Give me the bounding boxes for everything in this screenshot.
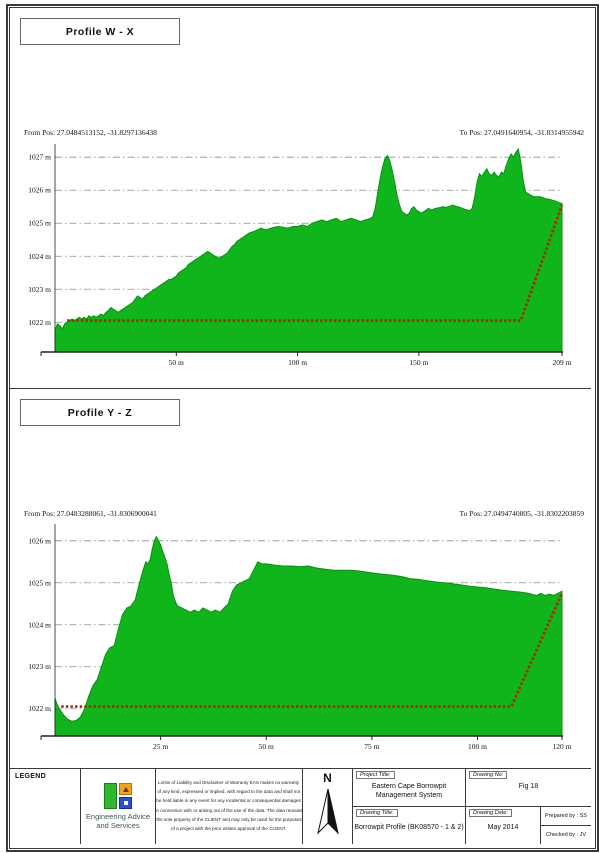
base-reference-line bbox=[67, 204, 564, 322]
north-arrow-cell: N bbox=[303, 769, 353, 844]
profile-wx-from-pos: From Pos: 27.0484513152, -31.8297136438 bbox=[24, 128, 157, 137]
ground-surface-area bbox=[54, 147, 563, 353]
profile-wx-to-pos: To Pos: 27.0491640954, -31.8314955942 bbox=[459, 128, 584, 137]
profile-wx-titlebox: Profile W - X bbox=[20, 18, 180, 45]
logo-green-block bbox=[104, 783, 117, 809]
project-title-value: Eastern Cape Borrowpit Management System bbox=[353, 783, 465, 800]
profile-yz-chart: 1026 m 1025 m 1024 m 1023 m 1022 m 25 m 50 m 75… bbox=[28, 524, 572, 751]
profile-wx-chart: 1027 m 1026 m 1025 m 1024 m 1023 m 1022 m 50 m… bbox=[28, 144, 572, 367]
drawing-no-row: Drawing No: Fig 18 bbox=[466, 769, 591, 807]
checked-by: Checked by : JV bbox=[545, 832, 587, 838]
profile-yz-from-pos: From Pos: 27.0483288061, -31.8306900041 bbox=[24, 509, 157, 518]
disclaimer-line-2: of any kind, expressed or implied, with … bbox=[157, 789, 301, 795]
x-tick-label: 209 m bbox=[553, 358, 572, 367]
logo-orange-block bbox=[119, 783, 132, 795]
disclaimer-line-6: of a project with the prior written appr… bbox=[171, 826, 287, 832]
drawing-title-row: Drawing Title: Borrowpit Profile (BK0857… bbox=[353, 807, 465, 844]
ground-surface-area bbox=[54, 535, 563, 737]
profile-yz-to-pos: To Pos: 27.0494740805, -31.8302203859 bbox=[459, 509, 584, 518]
y-tick-label: 1024 m bbox=[28, 620, 51, 629]
x-tick-label: 120 m bbox=[553, 742, 572, 751]
x-tick-label: 50 m bbox=[169, 358, 184, 367]
company-name-line1: Engineering Advice bbox=[85, 812, 151, 821]
drawing-date-value: May 2014 bbox=[487, 824, 519, 831]
north-label: N bbox=[323, 771, 332, 785]
disclaimer-line-4: in connection with or arising out of the… bbox=[155, 807, 303, 814]
sheet-inner-border: Profile W - X From Pos: 27.0484513152, -… bbox=[9, 7, 596, 849]
y-tick-label: 1022 m bbox=[28, 318, 51, 327]
y-tick-label: 1026 m bbox=[28, 536, 51, 545]
profile-yz-titlebox: Profile Y - Z bbox=[20, 399, 180, 426]
drawing-no-label: Drawing No: bbox=[469, 771, 508, 779]
disclaimer-cell: Limits of Liability and Disclaimer of Wa… bbox=[155, 769, 303, 844]
y-tick-label: 1025 m bbox=[28, 219, 51, 228]
drawing-date-cell: Drawing Date: May 2014 bbox=[466, 807, 541, 844]
company-logo-cell: Engineering Advice and Services bbox=[81, 769, 156, 844]
profile-wx-panel: Profile W - X From Pos: 27.0484513152, -… bbox=[10, 8, 591, 389]
x-tick-label: 100 m bbox=[288, 358, 307, 367]
project-title-label: Project Title: bbox=[356, 771, 395, 779]
logo-blue-block bbox=[119, 797, 132, 809]
disclaimer-line-1: Limits of Liability and Disclaimer of Wa… bbox=[158, 780, 300, 786]
y-tick-label: 1024 m bbox=[28, 252, 51, 261]
drawing-date-row: Drawing Date: May 2014 Prepared by : SS … bbox=[466, 807, 591, 844]
drawing-no-value: Fig 18 bbox=[518, 783, 539, 790]
y-tick-label: 1023 m bbox=[28, 285, 51, 294]
company-name-line2: and Services bbox=[96, 821, 140, 830]
sheet-outer-border: Profile W - X From Pos: 27.0484513152, -… bbox=[6, 4, 599, 852]
drawing-title-label: Drawing Title: bbox=[356, 809, 398, 817]
x-tick-label: 150 m bbox=[409, 358, 428, 367]
legend-label: LEGEND bbox=[15, 773, 46, 780]
x-tick-label: 75 m bbox=[364, 742, 379, 751]
drawing-date-label: Drawing Date: bbox=[469, 809, 512, 817]
north-arrow-icon bbox=[316, 788, 339, 835]
project-title-line1: Eastern Cape Borrowpit bbox=[371, 783, 447, 790]
titles-cell: Project Title: Eastern Cape Borrowpit Ma… bbox=[353, 769, 466, 844]
disclaimer-line-3: be held liable in any event for any inci… bbox=[156, 798, 302, 805]
profile-wx-title: Profile W - X bbox=[65, 25, 135, 38]
y-tick-label: 1026 m bbox=[28, 186, 51, 195]
y-tick-label: 1023 m bbox=[28, 662, 51, 671]
y-tick-label: 1025 m bbox=[28, 578, 51, 587]
disclaimer-line-5: the sole property of the CLIENT and may … bbox=[156, 816, 302, 823]
profile-yz-title: Profile Y - Z bbox=[67, 406, 133, 419]
y-tick-label: 1022 m bbox=[28, 704, 51, 713]
profile-yz-panel: Profile Y - Z From Pos: 27.0483288061, -… bbox=[10, 389, 591, 769]
legend-cell: LEGEND bbox=[10, 769, 81, 844]
drawing-info-cell: Drawing No: Fig 18 Drawing Date: May 201… bbox=[466, 769, 591, 844]
x-tick-label: 50 m bbox=[259, 742, 274, 751]
y-tick-label: 1027 m bbox=[28, 153, 51, 162]
x-tick-label: 100 m bbox=[468, 742, 487, 751]
signatures-cell: Prepared by : SS Checked by : JV bbox=[541, 807, 591, 844]
company-logo-icon bbox=[104, 783, 132, 809]
drawing-title-value: Borrowpit Profile (BK08570 - 1 & 2) bbox=[354, 824, 464, 831]
logo-right-column bbox=[119, 783, 132, 809]
project-title-row: Project Title: Eastern Cape Borrowpit Ma… bbox=[353, 769, 465, 807]
project-title-line2: Management System bbox=[375, 791, 443, 799]
title-block: LEGEND Engineering Advice and Services L… bbox=[10, 769, 591, 844]
x-tick-label: 25 m bbox=[153, 742, 168, 751]
prepared-by: Prepared by : SS bbox=[541, 807, 591, 826]
